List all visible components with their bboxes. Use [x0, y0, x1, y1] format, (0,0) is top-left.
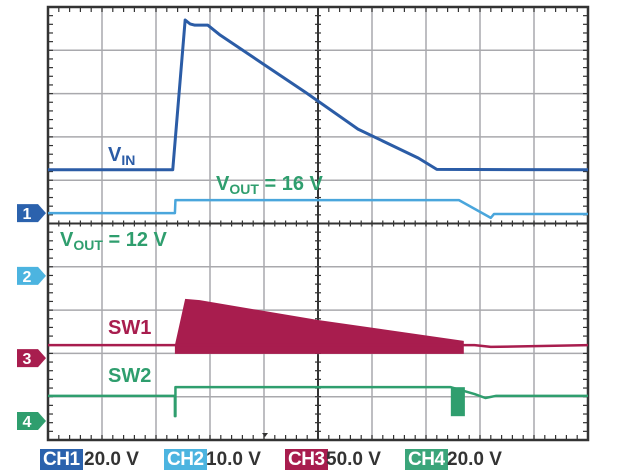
ch4-trace	[48, 385, 588, 418]
channel-4-marker	[17, 411, 46, 430]
channel-markers: 1 2 3 4	[17, 204, 268, 437]
ch3-trace	[48, 343, 589, 349]
ch1-scale: 20.0 V	[84, 449, 139, 470]
ch1-badge: CH1	[40, 449, 83, 470]
channel-4-marker-label: 4	[23, 414, 32, 431]
channel-1-marker	[17, 204, 46, 223]
ch1-trace	[48, 18, 589, 172]
label-vout-16: VOUT = 16 V	[216, 173, 324, 197]
channel-3-marker	[17, 349, 46, 368]
ch4-badge: CH4	[405, 449, 448, 470]
label-sw1: SW1	[108, 317, 151, 339]
label-vin: VIN	[108, 144, 135, 168]
ch3-switching-envelope	[174, 298, 464, 354]
trace-labels: VIN VOUT = 16 V VOUT = 12 V SW1 SW2	[60, 144, 324, 387]
traces	[48, 18, 589, 418]
trigger-position-marker	[262, 433, 268, 437]
label-vout-12: VOUT = 12 V	[60, 229, 168, 253]
channel-2-marker	[17, 266, 46, 285]
channel-3-marker-label: 3	[23, 351, 32, 368]
ch2-trace	[48, 198, 588, 220]
channel-1-marker-label: 1	[23, 206, 32, 223]
channel-2-marker-label: 2	[23, 269, 32, 286]
label-sw2: SW2	[108, 365, 151, 387]
graticule-frame	[46, 5, 590, 442]
grid	[46, 5, 590, 442]
ch3-badge: CH3	[285, 449, 328, 470]
ch2-badge: CH2	[164, 449, 207, 470]
ch3-scale: 50.0 V	[326, 449, 381, 470]
ch2-scale: 10.0 V	[206, 449, 261, 470]
ch4-burst	[450, 387, 465, 417]
ch4-scale: 20.0 V	[447, 449, 502, 470]
